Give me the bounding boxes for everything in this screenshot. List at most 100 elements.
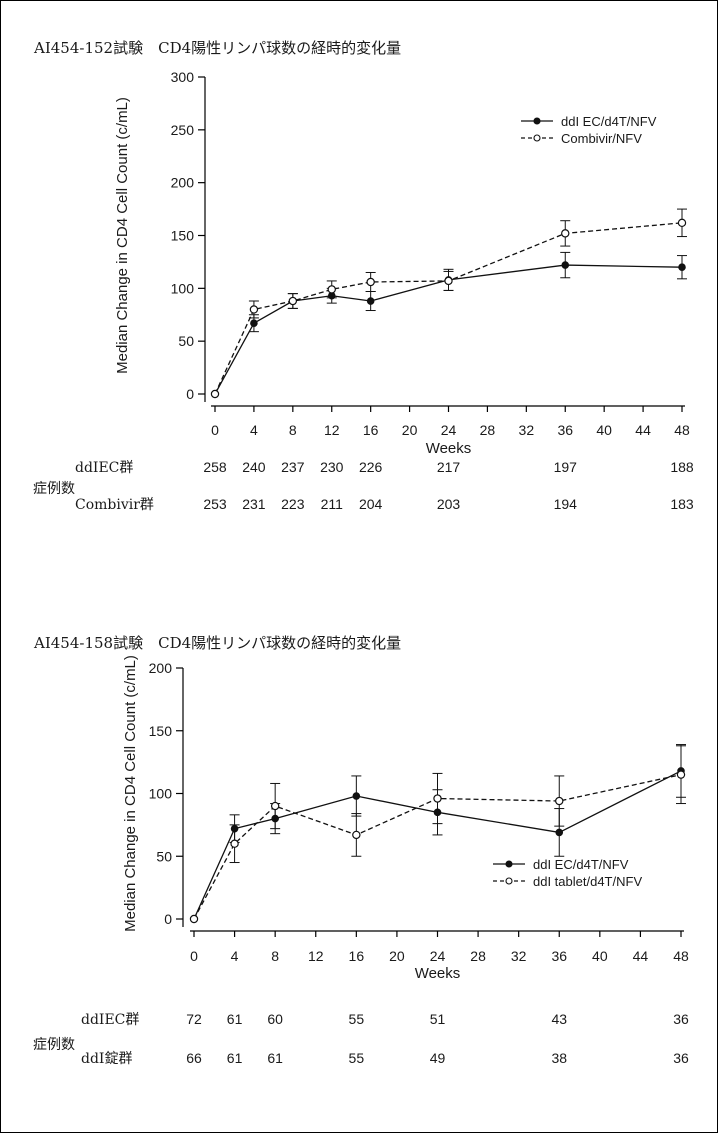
x-tick-label: 32 xyxy=(511,948,527,964)
data-point xyxy=(678,263,686,272)
legend-label: ddI EC/d4T/NFV xyxy=(533,857,629,872)
table-header: 症例数 xyxy=(33,481,75,497)
y-tick-label: 0 xyxy=(186,386,194,402)
x-tick-label: 0 xyxy=(190,948,198,964)
series-2 xyxy=(189,745,686,924)
series-2 xyxy=(210,208,687,399)
series-1 xyxy=(211,251,687,398)
x-tick-label: 20 xyxy=(402,422,418,438)
series-1 xyxy=(190,744,686,923)
y-tick-label: 100 xyxy=(171,280,195,296)
table-count: 49 xyxy=(430,1050,446,1066)
table-count: 211 xyxy=(321,496,344,512)
chart-title: AI454-158試験 CD4陽性リンパ球数の経時的変化量 xyxy=(33,634,401,652)
table-count: 36 xyxy=(673,1011,689,1027)
y-tick-label: 150 xyxy=(149,723,173,739)
series-line xyxy=(214,264,683,395)
table-count: 230 xyxy=(320,459,344,475)
data-point xyxy=(677,218,687,228)
table-count: 36 xyxy=(673,1050,689,1066)
data-point xyxy=(270,801,280,811)
x-tick-label: 24 xyxy=(441,422,457,438)
data-point xyxy=(555,796,564,806)
legend-label: ddI tablet/d4T/NFV xyxy=(533,874,642,889)
data-point xyxy=(352,830,361,840)
x-tick-label: 44 xyxy=(633,948,649,964)
y-tick-label: 200 xyxy=(149,660,173,676)
table-count: 38 xyxy=(551,1050,567,1066)
table-count: 237 xyxy=(281,459,305,475)
y-tick-label: 200 xyxy=(171,175,195,191)
data-point xyxy=(249,305,259,314)
y-tick-label: 300 xyxy=(171,69,195,85)
table-count: 51 xyxy=(430,1011,446,1027)
y-axis-label: Median Change in CD4 Cell Count (c/mL) xyxy=(122,655,139,932)
data-point xyxy=(189,914,199,924)
data-point xyxy=(561,261,570,269)
x-tick-label: 48 xyxy=(674,422,690,438)
x-axis-label: Weeks xyxy=(426,440,472,457)
table-count: 55 xyxy=(349,1050,365,1066)
chart-2: AI454-158試験 CD4陽性リンパ球数の経時的変化量 0 50 100 150 20… xyxy=(33,634,689,1067)
x-tick-label: 16 xyxy=(363,422,379,438)
table-count: 66 xyxy=(186,1050,202,1066)
x-tick-label: 40 xyxy=(596,422,612,438)
data-point xyxy=(230,839,239,848)
y-tick-label: 250 xyxy=(171,122,195,138)
chart-title: AI454-152試験 CD4陽性リンパ球数の経時的変化量 xyxy=(33,39,401,57)
legend-marker xyxy=(505,860,513,868)
x-tick-label: 12 xyxy=(308,948,324,964)
legend-label: ddI EC/d4T/NFV xyxy=(561,114,657,129)
x-tick-label: 0 xyxy=(211,422,219,438)
table-count: 204 xyxy=(359,496,383,512)
x-tick-label: 24 xyxy=(430,948,446,964)
table-count: 60 xyxy=(267,1011,283,1027)
table-row-label: Combivir群 xyxy=(75,497,154,513)
table-count: 61 xyxy=(267,1050,283,1066)
series-line xyxy=(214,222,683,395)
table-count: 226 xyxy=(359,459,383,475)
table-count: 197 xyxy=(554,459,578,475)
table-count: 240 xyxy=(242,459,266,475)
x-tick-label: 16 xyxy=(349,948,365,964)
table-count: 183 xyxy=(670,496,694,512)
data-point xyxy=(366,297,375,305)
table-count: 223 xyxy=(281,496,305,512)
x-tick-label: 48 xyxy=(673,948,689,964)
x-tick-label: 28 xyxy=(470,948,486,964)
x-tick-label: 36 xyxy=(557,422,573,438)
x-tick-label: 4 xyxy=(231,948,239,964)
table-count: 72 xyxy=(186,1011,202,1027)
table-row-label: ddI錠群 xyxy=(81,1051,132,1067)
x-tick-label: 4 xyxy=(250,422,258,438)
table-count: 194 xyxy=(554,496,578,512)
x-tick-label: 36 xyxy=(551,948,567,964)
x-tick-label: 32 xyxy=(519,422,535,438)
x-tick-label: 40 xyxy=(592,948,608,964)
table-count: 55 xyxy=(349,1011,365,1027)
chart-1: AI454-152試験 CD4陽性リンパ球数の経時的変化量 0 50 100 150 20… xyxy=(33,39,694,513)
y-tick-label: 0 xyxy=(164,911,172,927)
table-count: 217 xyxy=(437,459,461,475)
data-point xyxy=(561,229,570,238)
table-count: 61 xyxy=(227,1050,243,1066)
legend-label: Combivir/NFV xyxy=(561,131,642,146)
data-point xyxy=(366,277,375,287)
data-point xyxy=(433,794,442,803)
x-tick-label: 44 xyxy=(635,422,651,438)
table-count: 258 xyxy=(203,459,227,475)
x-axis-label: Weeks xyxy=(415,965,461,982)
data-point xyxy=(555,828,564,837)
table-count: 61 xyxy=(227,1011,243,1027)
data-point xyxy=(210,389,220,399)
y-tick-label: 50 xyxy=(178,333,194,349)
legend-marker xyxy=(533,117,541,125)
table-count: 253 xyxy=(203,496,227,512)
y-axis-label: Median Change in CD4 Cell Count (c/mL) xyxy=(114,97,131,374)
table-count: 203 xyxy=(437,496,461,512)
x-tick-label: 8 xyxy=(289,422,297,438)
x-tick-label: 8 xyxy=(271,948,279,964)
table-header: 症例数 xyxy=(33,1037,75,1053)
